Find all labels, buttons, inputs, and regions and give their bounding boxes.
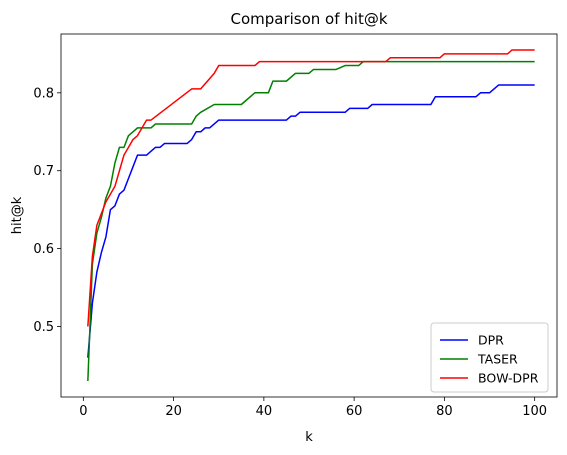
- legend: DPR TASER BOW-DPR: [430, 322, 549, 393]
- y-axis-label: hit@k: [10, 196, 25, 234]
- x-ticks: 0 20 40 60 80 100: [79, 397, 547, 419]
- legend-label-taser: TASER: [477, 352, 518, 367]
- y-tick-label: 0.7: [33, 164, 54, 179]
- series-line-taser: [87, 60, 535, 382]
- y-ticks: 0.5 0.6 0.7 0.8: [33, 86, 61, 335]
- x-tick-label: 100: [522, 404, 547, 419]
- legend-label-dpr: DPR: [478, 333, 504, 348]
- chart-title: Comparison of hit@k: [230, 10, 387, 28]
- x-axis-label: k: [305, 430, 313, 445]
- series-line-bow-dpr: [87, 49, 535, 327]
- x-tick-label: 0: [79, 404, 87, 419]
- y-tick-label: 0.6: [33, 242, 54, 257]
- x-tick-label: 60: [346, 404, 363, 419]
- series-line-dpr: [87, 84, 535, 358]
- x-tick-label: 20: [165, 404, 182, 419]
- series-layer: [87, 49, 535, 382]
- axes-frame: [60, 33, 558, 398]
- x-tick-label: 40: [256, 404, 273, 419]
- y-tick-label: 0.8: [33, 86, 54, 101]
- x-tick-label: 80: [436, 404, 453, 419]
- legend-label-bow-dpr: BOW-DPR: [478, 371, 539, 386]
- y-tick-label: 0.5: [33, 320, 54, 335]
